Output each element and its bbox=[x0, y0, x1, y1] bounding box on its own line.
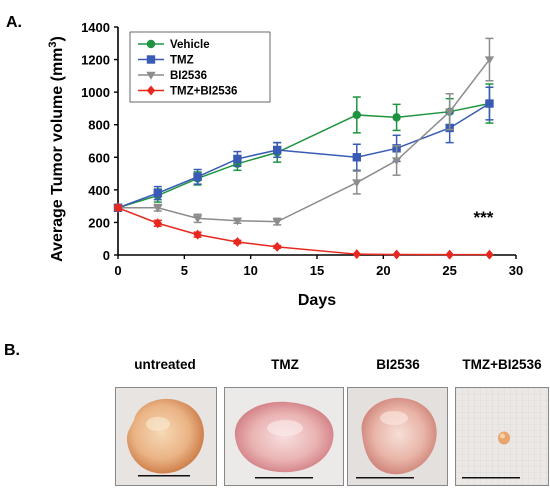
data-point bbox=[273, 241, 282, 252]
legend: Vehicle TMZ BI2536 TMZ+BI2536 bbox=[129, 31, 271, 103]
tumor-photo-tmz-bi2536 bbox=[455, 387, 549, 486]
data-point bbox=[391, 157, 402, 166]
data-point bbox=[484, 56, 495, 65]
tumor-photo-bi2536 bbox=[347, 387, 448, 486]
series-line-tmz bbox=[117, 102, 490, 209]
legend-label-tmz-bi2536: TMZ+BI2536 bbox=[170, 86, 237, 98]
tumor-volume-chart: 0 5 10 15 20 25 30 0 200 400 600 800 1000 1200 1400 V… bbox=[47, 20, 523, 309]
y-ticks: 0 200 400 600 800 1000 1200 1400 bbox=[81, 20, 118, 263]
data-point bbox=[233, 154, 242, 164]
series-tmz-bi2536 bbox=[113, 202, 494, 260]
y-tick-label: 0 bbox=[103, 248, 110, 263]
x-tick-label: 5 bbox=[181, 263, 188, 278]
data-point bbox=[392, 113, 401, 122]
legend-marker-tmz-bi2536 bbox=[146, 85, 156, 96]
photo-label-untreated: untreated bbox=[134, 357, 196, 372]
y-tick-label: 1000 bbox=[81, 85, 110, 100]
photo-label-tmz: TMZ bbox=[271, 357, 299, 372]
x-tick-label: 30 bbox=[509, 263, 523, 278]
data-point bbox=[352, 249, 361, 260]
y-tick-label: 800 bbox=[88, 118, 110, 133]
data-point bbox=[352, 153, 361, 162]
data-point bbox=[193, 229, 202, 240]
x-tick-label: 0 bbox=[114, 263, 121, 278]
series-line-vehicle bbox=[117, 102, 490, 209]
x-tick-label: 20 bbox=[376, 263, 390, 278]
data-point bbox=[192, 215, 203, 224]
series-group bbox=[113, 37, 495, 260]
panel-a-label: A. bbox=[6, 14, 22, 31]
data-point bbox=[153, 188, 162, 198]
photo-label-bi2536: BI2536 bbox=[376, 357, 420, 372]
data-point bbox=[352, 179, 362, 188]
data-point bbox=[153, 204, 163, 213]
legend-label-vehicle: Vehicle bbox=[170, 39, 210, 51]
x-tick-label: 25 bbox=[442, 263, 456, 278]
tumor-photo-untreated bbox=[115, 387, 217, 486]
legend-marker-vehicle bbox=[146, 39, 156, 49]
significance-annotation: *** bbox=[474, 208, 494, 227]
x-axis-label: Days bbox=[298, 292, 336, 309]
legend-label-tmz: TMZ bbox=[170, 55, 194, 67]
data-point bbox=[392, 249, 401, 260]
data-point bbox=[444, 108, 455, 117]
x-tick-label: 10 bbox=[243, 263, 257, 278]
series-tmz bbox=[113, 86, 494, 212]
data-point bbox=[272, 218, 282, 227]
photo-label-tmz-bi2536: TMZ+BI2536 bbox=[462, 357, 542, 372]
series-line-tmz-bi2536 bbox=[117, 207, 490, 256]
data-point bbox=[233, 236, 242, 247]
tumor-photo-tmz bbox=[224, 387, 344, 486]
series-vehicle bbox=[113, 83, 494, 212]
y-axis-label: Average Tumor volume (mm3) bbox=[47, 36, 66, 262]
y-tick-label: 400 bbox=[88, 183, 110, 198]
data-point bbox=[232, 217, 243, 226]
legend-label-bi2536: BI2536 bbox=[170, 70, 207, 82]
data-point bbox=[485, 99, 494, 108]
y-tick-label: 1400 bbox=[81, 20, 110, 35]
legend-marker-tmz bbox=[146, 55, 156, 64]
data-point bbox=[485, 249, 494, 260]
data-point bbox=[352, 110, 361, 120]
y-tick-label: 1200 bbox=[81, 53, 110, 68]
y-tick-label: 600 bbox=[88, 150, 110, 165]
data-point bbox=[113, 202, 123, 213]
y-tick-label: 200 bbox=[88, 215, 110, 230]
data-point bbox=[193, 172, 202, 182]
data-point bbox=[153, 218, 162, 229]
panel-b-label: B. bbox=[4, 342, 20, 359]
data-point bbox=[445, 249, 454, 260]
legend-marker-bi2536 bbox=[146, 71, 156, 80]
x-tick-label: 15 bbox=[310, 263, 324, 278]
data-point bbox=[273, 145, 282, 155]
x-ticks: 0 5 10 15 20 25 30 bbox=[114, 255, 523, 278]
